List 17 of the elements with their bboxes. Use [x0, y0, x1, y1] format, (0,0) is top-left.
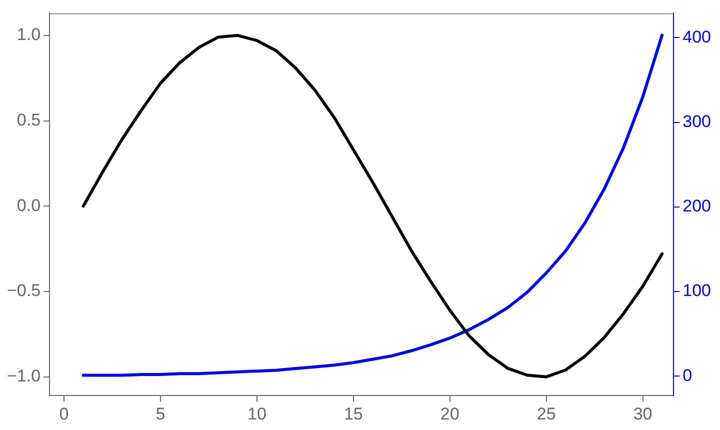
x-tick-label: 0 [59, 404, 69, 424]
x-tick-label: 15 [344, 404, 363, 424]
x-tick-label: 5 [156, 404, 166, 424]
y-tick-label: 1.0 [16, 25, 41, 44]
x-tick-label: 25 [536, 404, 556, 424]
y2-tick-label: 400 [682, 27, 712, 46]
y2-tick-label: 200 [682, 196, 712, 216]
y-tick-label: 0.5 [16, 110, 41, 130]
y-tick-label: 0.0 [16, 196, 41, 215]
x-tick-label: 20 [440, 404, 460, 424]
y2-tick-label: 300 [682, 112, 712, 132]
y2-tick-label: 100 [682, 281, 712, 300]
y-tick-label: −0.5 [7, 281, 41, 300]
y-tick-label: −1.0 [7, 366, 41, 386]
x-tick-label: 30 [633, 404, 652, 424]
x-tick-label: 10 [247, 404, 266, 424]
y2-tick-label: 0 [682, 366, 692, 385]
